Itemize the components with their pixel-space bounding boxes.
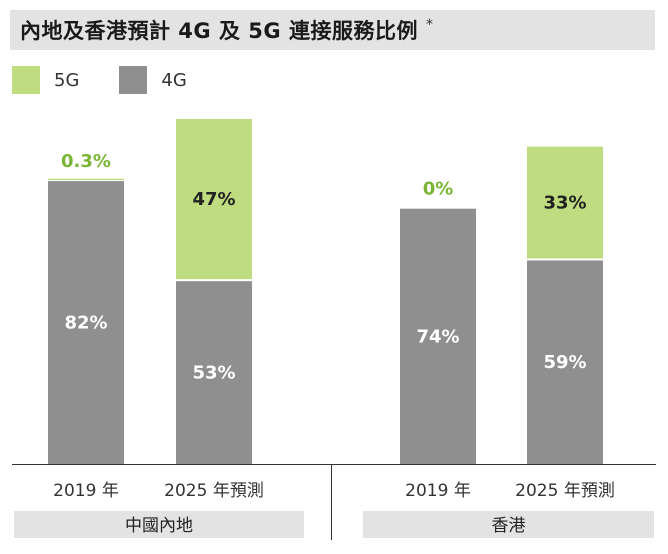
x-tick-label-3: 2025 年預測 bbox=[515, 481, 615, 501]
bar-label-4g-0: 82% bbox=[64, 313, 107, 334]
group-band-1 bbox=[363, 511, 654, 538]
group-band-0 bbox=[14, 511, 304, 538]
bar-label-5g-1: 47% bbox=[192, 189, 235, 210]
bar-label-5g-0: 0.3% bbox=[61, 151, 111, 172]
bar-5g-1 bbox=[176, 119, 252, 280]
legend-item-5g: 5G bbox=[12, 66, 79, 94]
title-bar: 內地及香港預計 4G 及 5G 連接服務比例 * bbox=[10, 10, 655, 50]
bar-label-4g-2: 74% bbox=[416, 326, 459, 347]
legend-label-4g: 4G bbox=[161, 69, 187, 91]
bar-4g-3 bbox=[527, 260, 603, 464]
title-footnote-mark: * bbox=[425, 17, 433, 33]
bar-4g-0 bbox=[48, 181, 124, 464]
bar-label-4g-3: 59% bbox=[543, 352, 586, 373]
bar-label-4g-1: 53% bbox=[192, 363, 235, 384]
group-label-1: 香港 bbox=[492, 516, 526, 536]
group-label-0: 中國內地 bbox=[125, 516, 193, 536]
bar-5g-3 bbox=[527, 146, 603, 259]
legend: 5G 4G bbox=[12, 66, 227, 94]
chart-title: 內地及香港預計 4G 及 5G 連接服務比例 bbox=[20, 19, 418, 43]
legend-label-5g: 5G bbox=[54, 69, 80, 91]
bar-5g-0 bbox=[48, 178, 124, 181]
x-tick-label-0: 2019 年 bbox=[53, 481, 119, 501]
legend-swatch-5g bbox=[12, 66, 40, 94]
bar-4g-1 bbox=[176, 281, 252, 464]
bar-label-5g-3: 33% bbox=[543, 193, 586, 214]
x-tick-label-1: 2025 年預測 bbox=[164, 481, 264, 501]
bar-label-5g-2: 0% bbox=[423, 179, 454, 200]
bar-4g-2 bbox=[400, 208, 476, 464]
legend-item-4g: 4G bbox=[119, 66, 187, 94]
x-tick-label-2: 2019 年 bbox=[405, 481, 471, 501]
legend-swatch-4g bbox=[119, 66, 148, 94]
